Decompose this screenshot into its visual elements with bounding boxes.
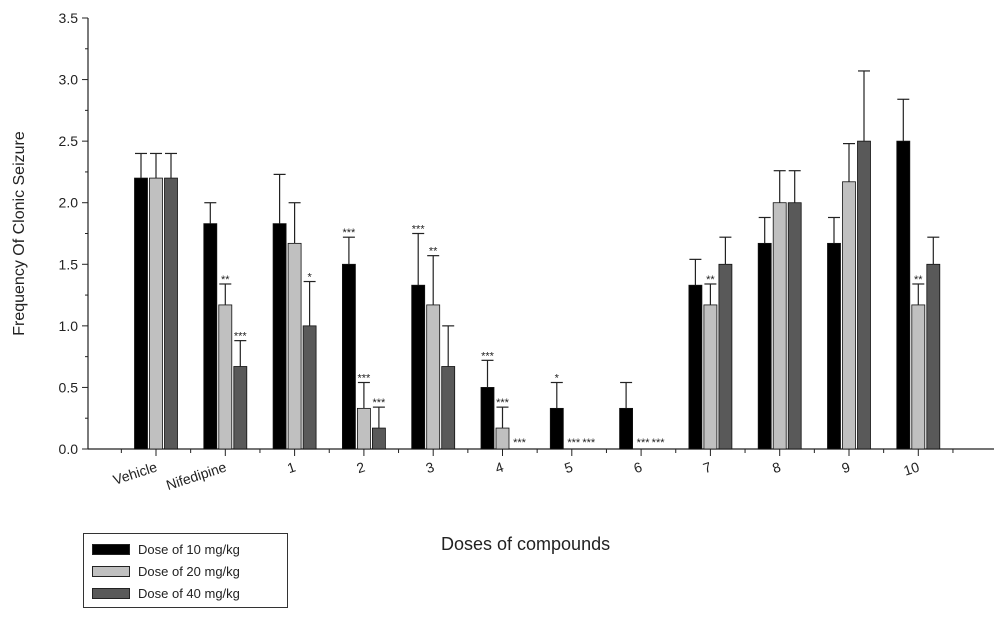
x-tick-label: Vehicle bbox=[111, 459, 159, 488]
bar bbox=[302, 325, 317, 450]
bar bbox=[149, 177, 163, 450]
y-tick-label: 2.5 bbox=[59, 133, 79, 149]
bar bbox=[441, 366, 456, 450]
legend-item-10mg: Dose of 10 mg/kg bbox=[92, 540, 240, 558]
bar bbox=[896, 140, 911, 450]
bar bbox=[619, 407, 633, 450]
significance-label: ** bbox=[914, 274, 923, 286]
bar bbox=[495, 427, 510, 450]
y-tick-label: 3.5 bbox=[59, 10, 79, 26]
legend-item-20mg: Dose of 20 mg/kg bbox=[92, 562, 240, 580]
legend-swatch-40mg bbox=[92, 587, 130, 599]
bar bbox=[341, 263, 356, 450]
bar bbox=[857, 140, 871, 450]
bar bbox=[772, 202, 787, 450]
y-axis-title: Frequency Of Clonic Seizure bbox=[11, 131, 28, 336]
bar bbox=[911, 304, 926, 450]
significance-label: *** bbox=[582, 437, 596, 449]
significance-label: *** bbox=[513, 437, 527, 449]
significance-label: *** bbox=[567, 437, 581, 449]
bar bbox=[371, 427, 386, 450]
bar bbox=[827, 242, 841, 450]
x-axis-title: Doses of compounds bbox=[441, 534, 611, 554]
y-tick-label: 1.0 bbox=[59, 318, 79, 334]
significance-label: *** bbox=[234, 331, 248, 343]
x-tick-label: 8 bbox=[770, 459, 783, 477]
legend-item-40mg: Dose of 40 mg/kg bbox=[92, 584, 240, 602]
bar bbox=[164, 177, 178, 450]
legend-label-40mg: Dose of 40 mg/kg bbox=[138, 585, 240, 601]
legend-label-10mg: Dose of 10 mg/kg bbox=[138, 541, 240, 557]
x-tick-label: Nifedipine bbox=[164, 459, 228, 494]
bar bbox=[718, 263, 733, 450]
y-tick-label: 0.5 bbox=[59, 379, 79, 395]
significance-label: *** bbox=[481, 350, 495, 362]
bar bbox=[272, 223, 287, 450]
y-tick-label: 2.0 bbox=[59, 195, 79, 211]
significance-label: ** bbox=[429, 246, 438, 258]
x-tick-label: 10 bbox=[901, 459, 921, 479]
bar bbox=[549, 407, 564, 450]
legend: Dose of 10 mg/kg Dose of 20 mg/kg Dose o… bbox=[83, 533, 288, 608]
significance-label: *** bbox=[637, 437, 651, 449]
legend-label-20mg: Dose of 20 mg/kg bbox=[138, 563, 240, 579]
significance-label: *** bbox=[357, 373, 371, 385]
x-tick-label: 7 bbox=[701, 459, 714, 477]
significance-label: *** bbox=[342, 227, 356, 239]
bar bbox=[480, 387, 495, 450]
bar bbox=[233, 366, 248, 450]
y-tick-label: 3.0 bbox=[59, 72, 79, 88]
bar bbox=[203, 223, 218, 450]
bar bbox=[287, 242, 302, 450]
bar bbox=[787, 202, 802, 450]
x-tick-label: 3 bbox=[424, 459, 437, 477]
significance-label: ** bbox=[221, 274, 230, 286]
bar bbox=[757, 242, 772, 450]
legend-swatch-10mg bbox=[92, 543, 130, 555]
significance-label: * bbox=[555, 373, 560, 385]
bar bbox=[134, 177, 148, 450]
y-tick-label: 0.0 bbox=[59, 441, 79, 457]
significance-label: *** bbox=[412, 224, 426, 236]
x-tick-label: 2 bbox=[354, 459, 367, 477]
x-tick-label: 4 bbox=[493, 459, 506, 477]
bar bbox=[688, 284, 703, 450]
significance-label: ** bbox=[706, 274, 715, 286]
significance-label: *** bbox=[496, 397, 510, 409]
y-tick-label: 1.5 bbox=[59, 256, 79, 272]
bar bbox=[411, 284, 426, 450]
x-tick-label: 1 bbox=[285, 459, 298, 477]
bar bbox=[926, 263, 941, 450]
x-tick-label: 5 bbox=[562, 459, 575, 477]
x-tick-label: 6 bbox=[632, 459, 645, 477]
significance-label: *** bbox=[652, 437, 666, 449]
significance-label: * bbox=[307, 272, 312, 284]
bar bbox=[842, 181, 856, 450]
legend-swatch-20mg bbox=[92, 565, 130, 577]
bar bbox=[356, 407, 371, 450]
bar bbox=[218, 304, 233, 450]
x-tick-label: 9 bbox=[840, 459, 853, 477]
bar bbox=[703, 304, 718, 450]
significance-label: *** bbox=[372, 397, 386, 409]
bar bbox=[426, 304, 441, 450]
